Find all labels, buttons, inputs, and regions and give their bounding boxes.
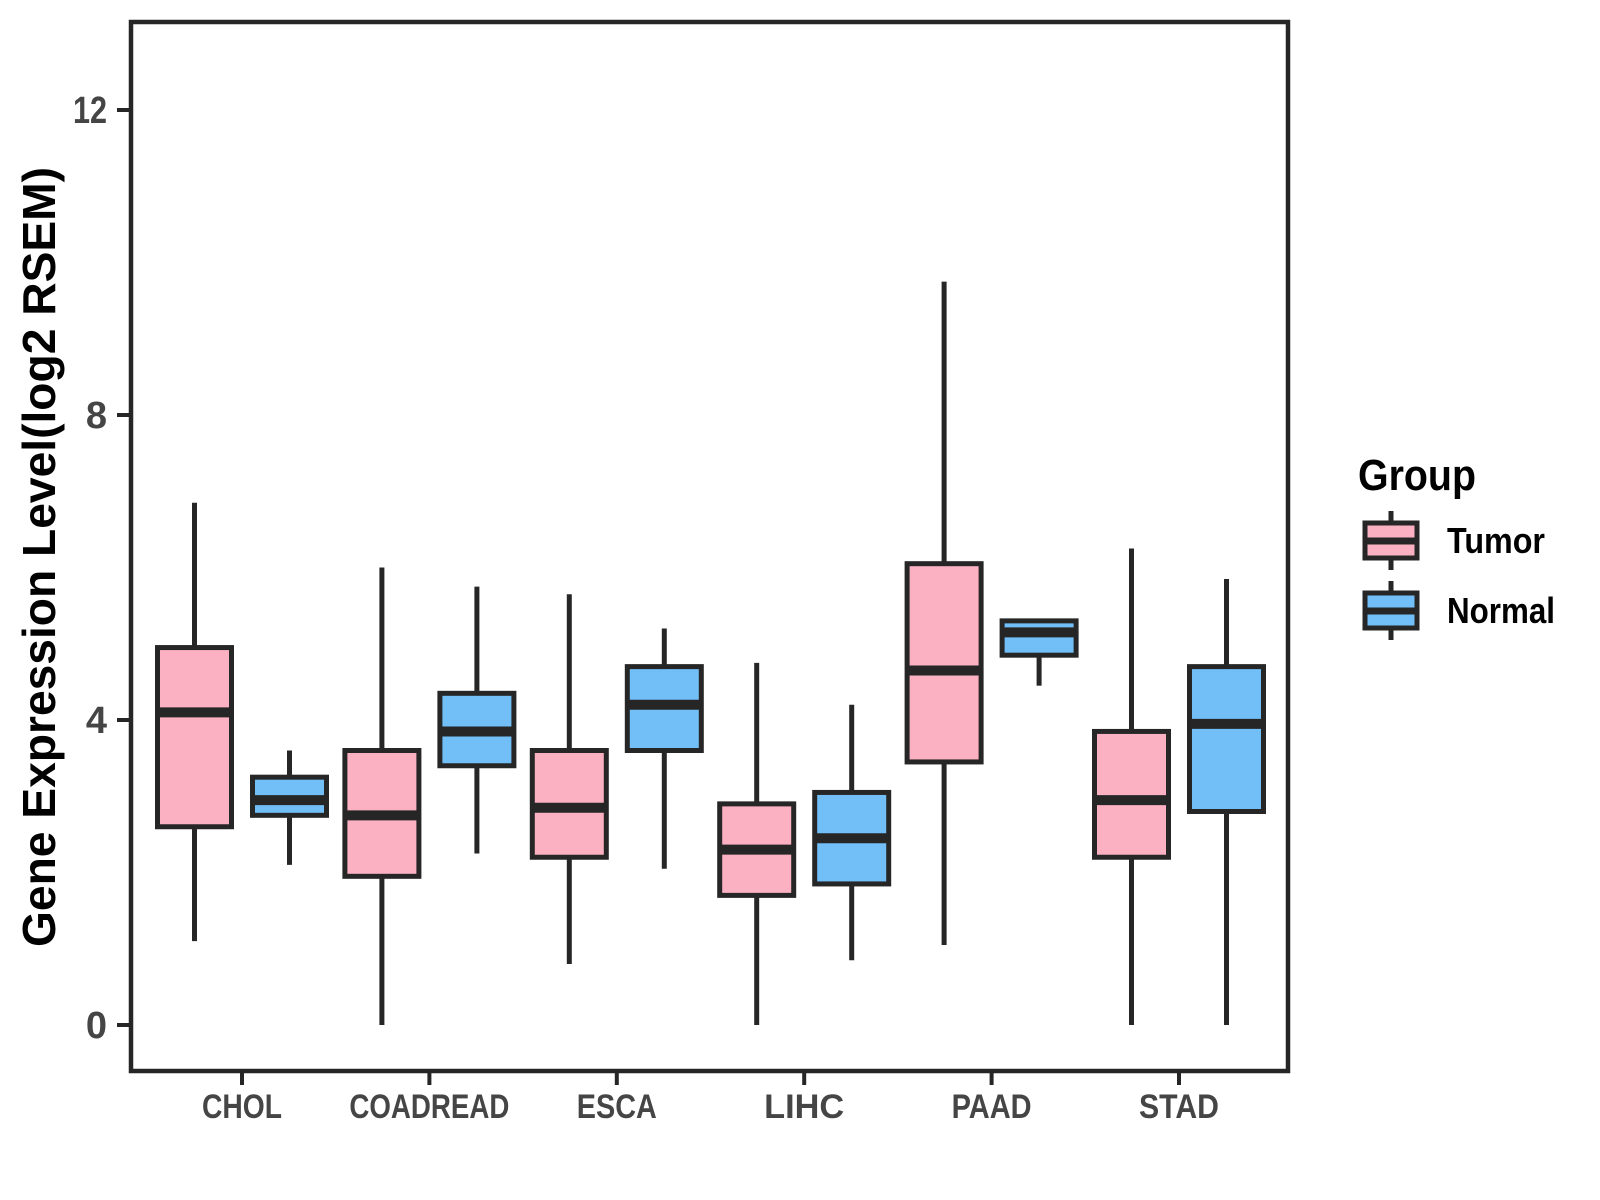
x-label-COADREAD: COADREAD (349, 1088, 509, 1126)
box-STAD-Normal (1187, 664, 1266, 814)
legend-label-normal: Normal (1447, 590, 1555, 631)
box-CHOL-Tumor (155, 645, 234, 830)
legend: Group Tumor Normal (1358, 451, 1555, 640)
y-axis-title: Gene Expression Level(log2 RSEM) (13, 167, 65, 947)
x-label-LIHC: LIHC (764, 1088, 844, 1126)
x-label-ESCA: ESCA (577, 1088, 657, 1126)
legend-title: Group (1358, 451, 1476, 500)
y-tick-label-4: 4 (86, 700, 107, 742)
legend-label-tumor: Tumor (1447, 520, 1545, 561)
y-tick-label-0: 0 (86, 1005, 107, 1047)
x-label-CHOL: CHOL (202, 1088, 282, 1126)
box-STAD-Tumor (1092, 728, 1171, 860)
y-tick-label-8: 8 (86, 395, 107, 437)
x-label-PAAD: PAAD (952, 1088, 1032, 1126)
legend-key-tumor-icon (1362, 511, 1420, 570)
y-tick-label-12: 12 (73, 90, 107, 132)
box-PAAD-Tumor (904, 561, 984, 765)
box-PAAD-Normal (999, 618, 1079, 658)
plot-area: 0 4 8 12 CHOL COADREAD ESCA LIHC PAAD STAD (73, 90, 1266, 1126)
legend-key-normal-icon (1362, 581, 1420, 640)
x-label-STAD: STAD (1139, 1088, 1219, 1126)
panel-border (128, 19, 1291, 1074)
